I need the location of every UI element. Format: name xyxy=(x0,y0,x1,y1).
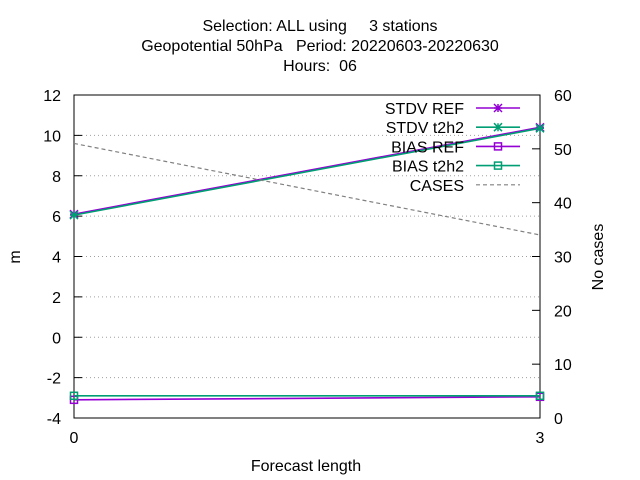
chart-title-line-3: Hours: 06 xyxy=(283,58,357,75)
y2-tick-label: 60 xyxy=(554,88,572,105)
chart-title-line-2: Geopotential 50hPa Period: 20220603-2022… xyxy=(141,38,499,55)
series-lines xyxy=(69,122,545,405)
y-tick-label: -4 xyxy=(47,411,61,428)
series-line xyxy=(73,396,541,401)
y2-tick-label: 30 xyxy=(554,250,572,267)
data-point-marker xyxy=(535,391,545,401)
plot-border xyxy=(73,94,541,419)
y2-axis-label: No cases xyxy=(590,224,607,291)
y2-tick-label: 20 xyxy=(554,303,572,320)
data-point-marker xyxy=(69,210,79,220)
x-tick-label: 0 xyxy=(70,430,79,447)
legend-label: CASES xyxy=(410,178,464,195)
data-point-marker xyxy=(493,103,503,113)
data-point-marker xyxy=(69,391,79,401)
series-cases xyxy=(73,142,541,236)
legend-entry: CASES xyxy=(410,178,520,195)
y-tick-label: 6 xyxy=(52,209,61,226)
series-line xyxy=(73,142,541,236)
data-point-marker xyxy=(535,123,545,133)
x-tick-label: 3 xyxy=(536,430,545,447)
series-line xyxy=(73,126,541,215)
y-tick-label: 4 xyxy=(52,250,61,267)
legend-label: BIAS t2h2 xyxy=(392,159,464,176)
y-tick-label: 2 xyxy=(52,290,61,307)
series-stdv-t2h2 xyxy=(69,123,545,220)
data-point-marker xyxy=(493,142,503,151)
chart-title-line-1: Selection: ALL using 3 stations xyxy=(202,18,438,35)
series-bias-ref xyxy=(69,392,545,405)
data-point-marker xyxy=(493,122,503,132)
legend-label: BIAS REF xyxy=(391,139,464,156)
series-line xyxy=(73,127,541,216)
y-axis-label: m xyxy=(7,250,24,263)
y2-tick-label: 0 xyxy=(554,411,563,428)
y2-tick-label: 10 xyxy=(554,357,572,374)
y-tick-label: -2 xyxy=(47,371,61,388)
y2-tick-label: 50 xyxy=(554,142,572,159)
x-axis-label: Forecast length xyxy=(251,458,361,475)
axes xyxy=(73,94,541,419)
data-point-marker xyxy=(493,161,503,170)
legend-label: STDV REF xyxy=(385,101,464,118)
y-tick-label: 8 xyxy=(52,169,61,186)
legend: STDV REF STDV t2h2 BIAS REF BIAS t2h2 CASES xyxy=(385,101,520,195)
y2-tick-label: 40 xyxy=(554,196,572,213)
legend-entry: STDV t2h2 xyxy=(386,120,520,137)
y-tick-label: 12 xyxy=(43,88,61,105)
y-tick-label: 10 xyxy=(43,128,61,145)
y-tick-label: 0 xyxy=(52,330,61,347)
legend-entry: STDV REF xyxy=(385,101,520,118)
grid-lines xyxy=(74,134,540,379)
legend-label: STDV t2h2 xyxy=(386,120,464,137)
series-bias-t2h2 xyxy=(69,391,545,401)
series-stdv-ref xyxy=(69,122,545,219)
legend-entry: BIAS REF xyxy=(391,139,520,156)
legend-entry: BIAS t2h2 xyxy=(392,159,520,176)
